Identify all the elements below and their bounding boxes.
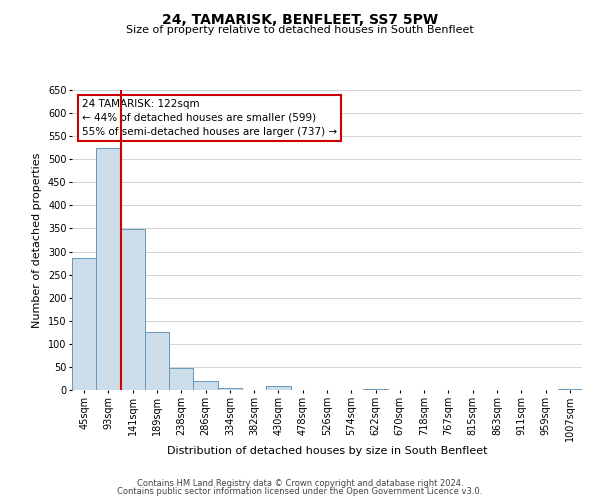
Text: Contains HM Land Registry data © Crown copyright and database right 2024.: Contains HM Land Registry data © Crown c…	[137, 478, 463, 488]
Bar	[169, 368, 193, 390]
X-axis label: Distribution of detached houses by size in South Benfleet: Distribution of detached houses by size …	[167, 446, 487, 456]
Bar	[121, 230, 145, 390]
Y-axis label: Number of detached properties: Number of detached properties	[32, 152, 42, 328]
Bar	[558, 388, 582, 390]
Text: 24, TAMARISK, BENFLEET, SS7 5PW: 24, TAMARISK, BENFLEET, SS7 5PW	[162, 12, 438, 26]
Bar	[72, 258, 96, 390]
Text: Size of property relative to detached houses in South Benfleet: Size of property relative to detached ho…	[126, 25, 474, 35]
Text: Contains public sector information licensed under the Open Government Licence v3: Contains public sector information licen…	[118, 487, 482, 496]
Bar	[193, 381, 218, 390]
Bar	[266, 386, 290, 390]
Bar	[96, 148, 121, 390]
Bar	[364, 388, 388, 390]
Bar	[145, 332, 169, 390]
Text: 24 TAMARISK: 122sqm
← 44% of detached houses are smaller (599)
55% of semi-detac: 24 TAMARISK: 122sqm ← 44% of detached ho…	[82, 99, 337, 137]
Bar	[218, 388, 242, 390]
